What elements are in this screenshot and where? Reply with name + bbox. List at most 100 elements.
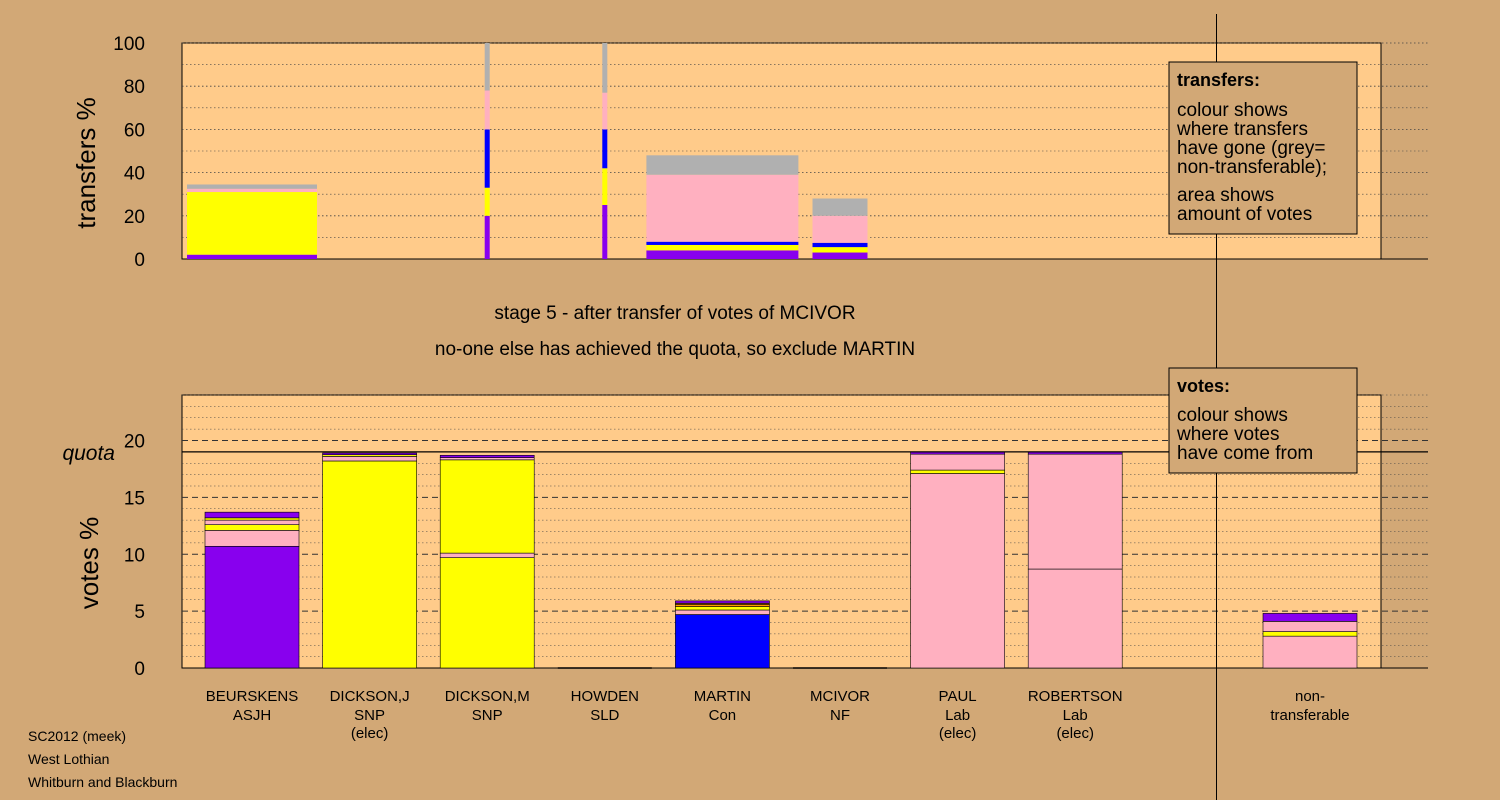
votes-y-axis-title: votes %: [74, 517, 104, 610]
vote-segment: [439, 454, 535, 458]
stage-title: stage 5 - after transfer of votes of MCI…: [494, 303, 855, 324]
vote-segment: [675, 606, 770, 611]
candidate-name-label: MARTIN: [694, 688, 751, 705]
transfer-segment: [484, 215, 490, 259]
vote-segment: [204, 524, 300, 531]
transfer-segment: [484, 187, 490, 216]
vote-segment: [1027, 568, 1123, 669]
vote-segment: [439, 552, 535, 558]
transfers-tick-label: 60: [124, 120, 145, 141]
votes-tick-label: 0: [134, 659, 145, 680]
quota-label: quota: [62, 442, 115, 465]
transfer-segment: [602, 92, 608, 130]
candidate-labels: BEURSKENSASJHDICKSON,JSNP(elec)DICKSON,M…: [206, 688, 1123, 742]
candidate-party-label: Lab: [945, 707, 970, 724]
candidate-party-label: SNP: [354, 707, 385, 724]
candidate-name-label: HOWDEN: [571, 688, 639, 705]
vote-segment: [204, 519, 300, 525]
transfer-segment: [484, 43, 490, 91]
transfer-segment: [646, 244, 799, 251]
vote-segment: [675, 609, 770, 615]
transfer-segment: [646, 250, 799, 259]
transfer-segment: [602, 168, 608, 205]
transfers-legend-line-5: area shows: [1177, 185, 1274, 206]
candidate-party-label: Con: [709, 707, 737, 724]
transfer-segment: [602, 129, 608, 169]
votes-tick-label: 15: [124, 488, 145, 509]
transfers-legend-title: transfers:: [1177, 70, 1260, 90]
vote-segment: [322, 460, 417, 669]
transfers-legend-box: [1168, 61, 1358, 235]
transfer-segment: [187, 254, 317, 259]
vote-segment: [204, 530, 300, 547]
transfer-segment: [602, 205, 608, 259]
transfer-segment: [812, 215, 868, 243]
votes-legend-line-3: have come from: [1177, 443, 1313, 464]
votes-y-ticks: 0 5 10 15 20: [124, 432, 145, 681]
transfer-segment: [646, 241, 799, 245]
votes-legend-line-2: where votes: [1176, 424, 1279, 445]
vote-segment: [675, 603, 770, 607]
candidate-name-label: BEURSKENS: [206, 688, 299, 705]
vote-segment: [204, 517, 300, 521]
transfers-tick-label: 20: [124, 207, 145, 228]
transfer-segment: [484, 129, 490, 188]
transfers-y-ticks: 0 20 40 60 80 100: [113, 34, 145, 271]
vote-segment: [204, 545, 300, 669]
transfer-segment: [187, 192, 317, 255]
candidate-party-label: Lab: [1063, 707, 1088, 724]
votes-tick-label: 5: [134, 602, 145, 623]
candidate-name-label: ROBERTSON: [1028, 688, 1123, 705]
transfers-legend-line-3: have gone (grey=: [1177, 138, 1325, 159]
non-transferable-vote-segment: [1262, 635, 1358, 669]
candidate-name-label: MCIVOR: [810, 688, 870, 705]
transfers-grid: [182, 42, 1428, 260]
transfer-segment: [484, 90, 490, 130]
transfer-segment: [646, 174, 799, 242]
transfer-segment: [812, 198, 868, 216]
candidate-party-label: SNP: [472, 707, 503, 724]
transfer-segment: [812, 247, 868, 253]
candidate-party-label: NF: [830, 707, 850, 724]
non-transferable-vote-segment: [1262, 631, 1358, 637]
candidate-note-label: (elec): [1056, 725, 1094, 742]
transfer-segment: [646, 155, 799, 175]
candidate-party-label: ASJH: [233, 707, 271, 724]
vote-segment: [675, 614, 770, 669]
transfers-y-axis-title: transfers %: [71, 97, 101, 229]
stage-decision: no-one else has achieved the quota, so e…: [435, 339, 915, 360]
transfer-segment: [187, 184, 317, 189]
votes-legend-box: [1168, 367, 1358, 474]
candidate-note-label: (elec): [351, 725, 389, 742]
transfer-segment: [602, 43, 608, 93]
votes-legend: votes: colour shows where votes have com…: [1168, 367, 1358, 474]
vote-segment: [439, 459, 535, 554]
votes-bars: [204, 451, 1358, 669]
votes-tick-label: 10: [124, 545, 145, 566]
transfers-legend-line-2: where transfers: [1176, 119, 1308, 140]
footer-line-2: West Lothian: [28, 751, 109, 767]
transfer-segment: [812, 252, 868, 259]
transfers-tick-label: 100: [113, 34, 145, 55]
vote-segment: [1027, 453, 1123, 570]
transfers-legend: transfers: colour shows where transfers …: [1168, 61, 1358, 235]
non-transferable-vote-segment: [1262, 621, 1358, 632]
footer-line-3: Whitburn and Blackburn: [28, 774, 177, 790]
footer-line-1: SC2012 (meek): [28, 728, 126, 744]
transfers-legend-line-1: colour shows: [1177, 100, 1288, 121]
votes-legend-title: votes:: [1177, 376, 1230, 396]
transfers-legend-line-4: non-transferable);: [1177, 157, 1327, 178]
non-transferable-vote-segment: [1262, 613, 1358, 622]
candidate-party-label: SLD: [590, 707, 619, 724]
transfer-segment: [187, 188, 317, 193]
transfers-legend-line-6: amount of votes: [1177, 204, 1312, 225]
transfers-bars: [187, 43, 868, 259]
non-transferable-label-line-2: transferable: [1270, 707, 1349, 724]
votes-legend-line-1: colour shows: [1177, 405, 1288, 426]
transfers-tick-label: 40: [124, 164, 145, 185]
non-transferable-label-line-1: non-: [1295, 688, 1325, 705]
candidate-note-label: (elec): [939, 725, 977, 742]
vote-segment: [439, 457, 535, 461]
candidate-name-label: DICKSON,J: [330, 688, 410, 705]
